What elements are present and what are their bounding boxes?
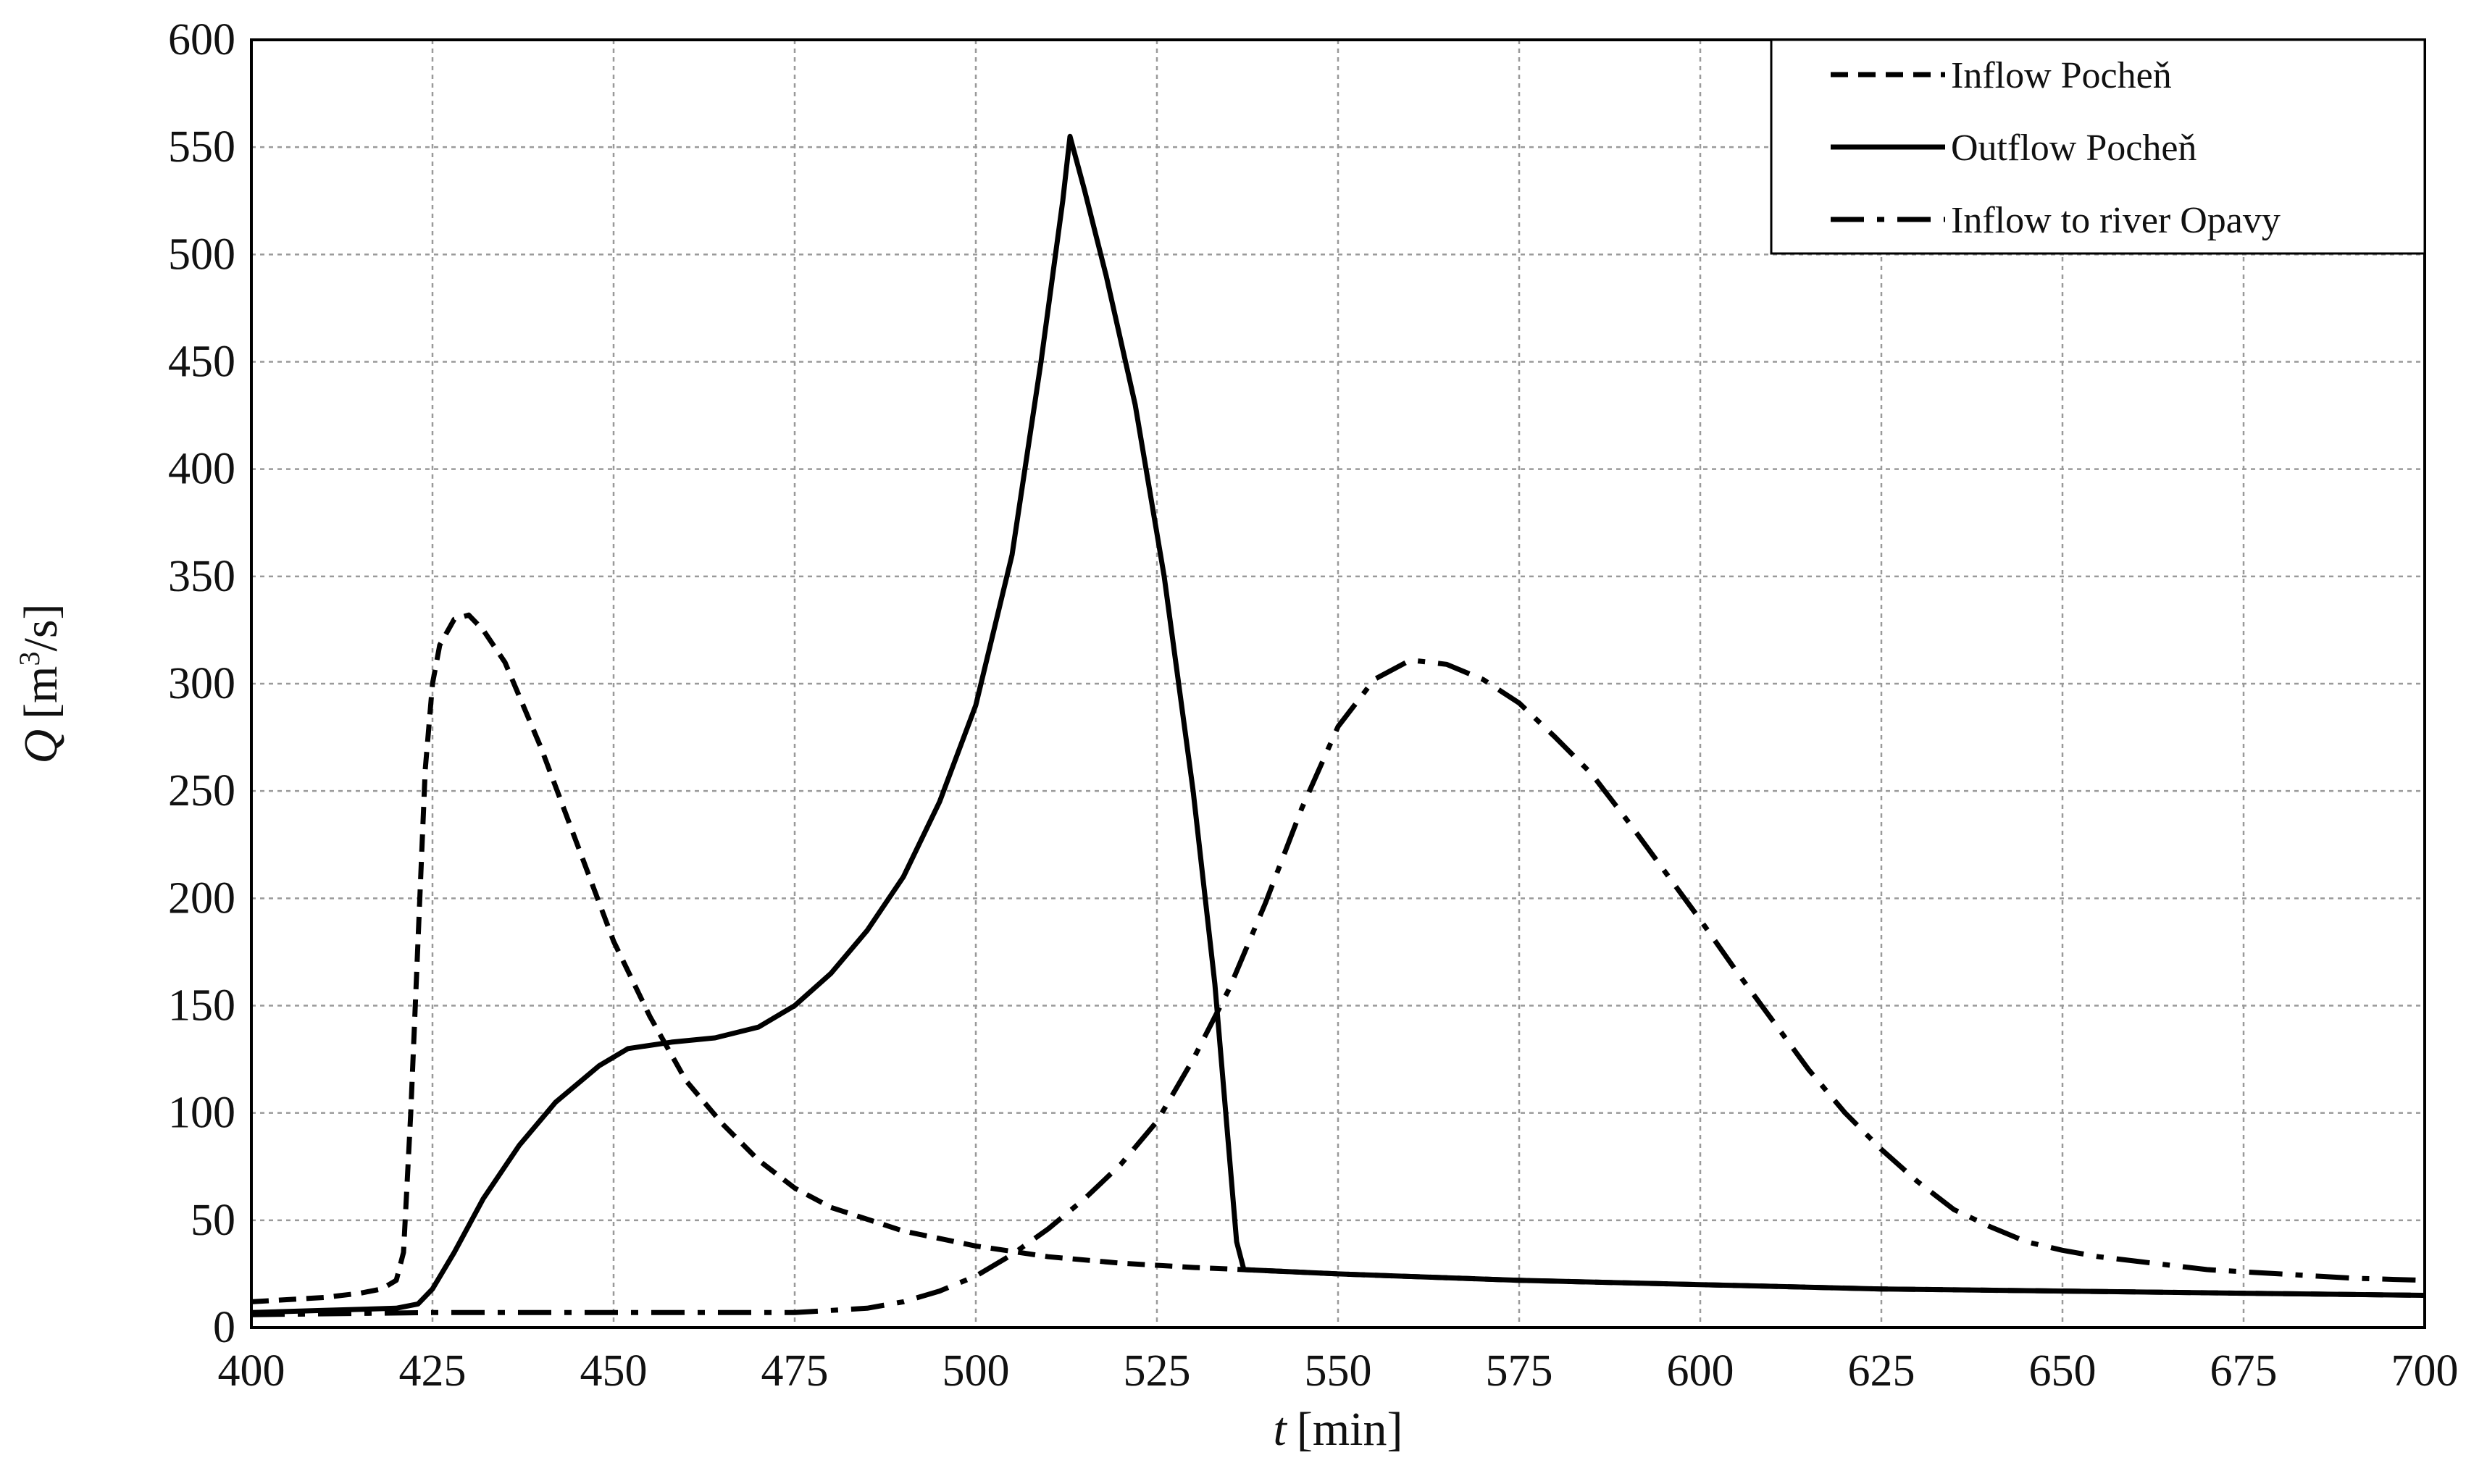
x-tick-label: 450	[580, 1346, 648, 1396]
x-tick-label: 475	[761, 1346, 829, 1396]
y-tick-label: 150	[168, 981, 235, 1031]
y-axis-variable: Q	[14, 729, 67, 764]
y-axis-unit-suffix: /s]	[14, 604, 67, 652]
legend-items: Inflow Pocheň Outflow Pocheň Inflow to riv…	[1831, 55, 2281, 241]
y-tick-label: 350	[168, 552, 235, 601]
legend-label: Inflow to river Opavy	[1951, 200, 2281, 241]
x-axis-title: t [min]	[1274, 1403, 1403, 1456]
y-axis-title: Q [m3/s]	[13, 604, 67, 764]
y-tick-label: 200	[168, 873, 235, 923]
x-axis-variable: t	[1274, 1403, 1288, 1456]
y-tick-label: 600	[168, 15, 235, 64]
legend-label: Inflow Pocheň	[1951, 55, 2172, 96]
y-tick-label: 450	[168, 338, 235, 387]
series-line-2	[251, 133, 2425, 1315]
y-tick-label: 400	[168, 445, 235, 494]
x-tick-label: 575	[1486, 1346, 1553, 1396]
x-tick-label: 650	[2029, 1346, 2097, 1396]
x-axis-unit: [min]	[1297, 1403, 1403, 1456]
legend-label: Outflow Pocheň	[1951, 127, 2196, 169]
series-layer	[251, 133, 2425, 1317]
x-tick-label: 425	[399, 1346, 467, 1396]
x-tick-label: 525	[1124, 1346, 1191, 1396]
x-tick-label: 600	[1667, 1346, 1734, 1396]
y-axis-unit-prefix: [m	[14, 666, 67, 719]
y-axis-unit-superscript: 3	[13, 652, 46, 666]
y-tick-label: 500	[168, 230, 235, 279]
plot-frame	[250, 38, 2426, 1329]
x-tick-label: 500	[942, 1346, 1010, 1396]
x-tick-label: 400	[218, 1346, 285, 1396]
y-tick-label: 50	[191, 1196, 235, 1245]
y-tick-label: 300	[168, 659, 235, 708]
y-tick-label: 100	[168, 1089, 235, 1138]
y-tick-label: 250	[168, 766, 235, 816]
x-tick-label: 625	[1848, 1346, 1915, 1396]
series-line-1	[251, 612, 2425, 1304]
x-tick-label: 700	[2391, 1346, 2459, 1396]
y-tick-label: 0	[213, 1303, 235, 1352]
series-line-3	[251, 657, 2425, 1317]
y-tick-label: 550	[168, 122, 235, 172]
legend: Inflow Pocheň Outflow Pocheň Inflow to riv…	[1770, 38, 2426, 255]
tick-labels: 400 425 450 475 500 525 550 575 600 625 650 675 700 0…	[168, 15, 2459, 1396]
x-tick-label: 550	[1305, 1346, 1372, 1396]
x-tick-label: 675	[2210, 1346, 2278, 1396]
